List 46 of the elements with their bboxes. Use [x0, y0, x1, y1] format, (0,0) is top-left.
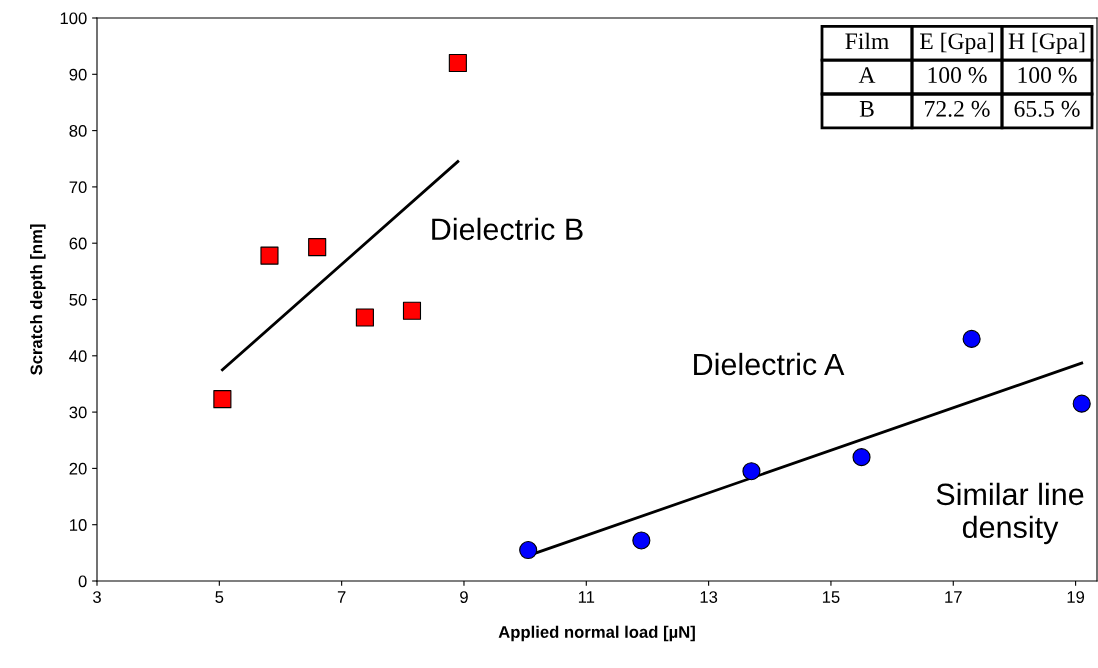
annotation: 65.5 % [1014, 100, 1080, 117]
x-tick-label: 17 [945, 591, 962, 603]
x-tick-label: 3 [93, 591, 101, 603]
annotation: Similar line density [936, 482, 1084, 545]
x-tick-label: 11 [578, 591, 595, 603]
point [632, 531, 651, 550]
point [213, 390, 232, 409]
y-tick-label: 0 [78, 575, 87, 588]
annotation: A [858, 67, 876, 83]
annotation: B [859, 101, 874, 117]
point [308, 238, 327, 257]
x-tick-label: 13 [700, 591, 718, 603]
point [448, 53, 467, 73]
x-tick-label: 15 [822, 591, 840, 603]
y-axis-title: Scratch depth [nm] [30, 224, 46, 375]
y-tick-label: 70 [69, 181, 87, 194]
point [962, 329, 981, 348]
y-tick-label: 30 [69, 406, 87, 419]
y-tick-label: 40 [69, 350, 87, 362]
point [742, 462, 761, 481]
point [1072, 394, 1091, 413]
y-tick-label: 80 [69, 125, 87, 137]
annotation: 100 % [928, 67, 987, 84]
point [402, 301, 422, 320]
annotation: Dielectric A [694, 352, 845, 376]
annotation: H [Gpa] [1008, 32, 1085, 55]
y-tick-label: 100 [60, 12, 87, 25]
annotation: Dielectric B [432, 217, 583, 241]
y-tick-label: 60 [69, 237, 87, 250]
x-tick-label: 19 [1067, 591, 1085, 603]
x-tick-label: 5 [215, 591, 224, 603]
annotation: 100 % [1018, 67, 1077, 84]
point [519, 540, 538, 560]
y-tick-label: 20 [69, 462, 87, 475]
x-tick-label: 9 [460, 591, 468, 603]
point [852, 448, 871, 467]
annotation: Film [845, 32, 889, 50]
y-tick-label: 10 [70, 519, 87, 531]
annotation: E [Gpa] [919, 32, 993, 55]
annotation: 72.2 % [925, 100, 990, 117]
point [355, 308, 374, 327]
x-tick-label: 7 [337, 591, 346, 603]
point [260, 246, 279, 265]
y-tick-label: 90 [69, 68, 87, 81]
y-tick-label: 50 [69, 293, 87, 306]
x-axis-title: Applied normal load [µN] [498, 625, 695, 642]
